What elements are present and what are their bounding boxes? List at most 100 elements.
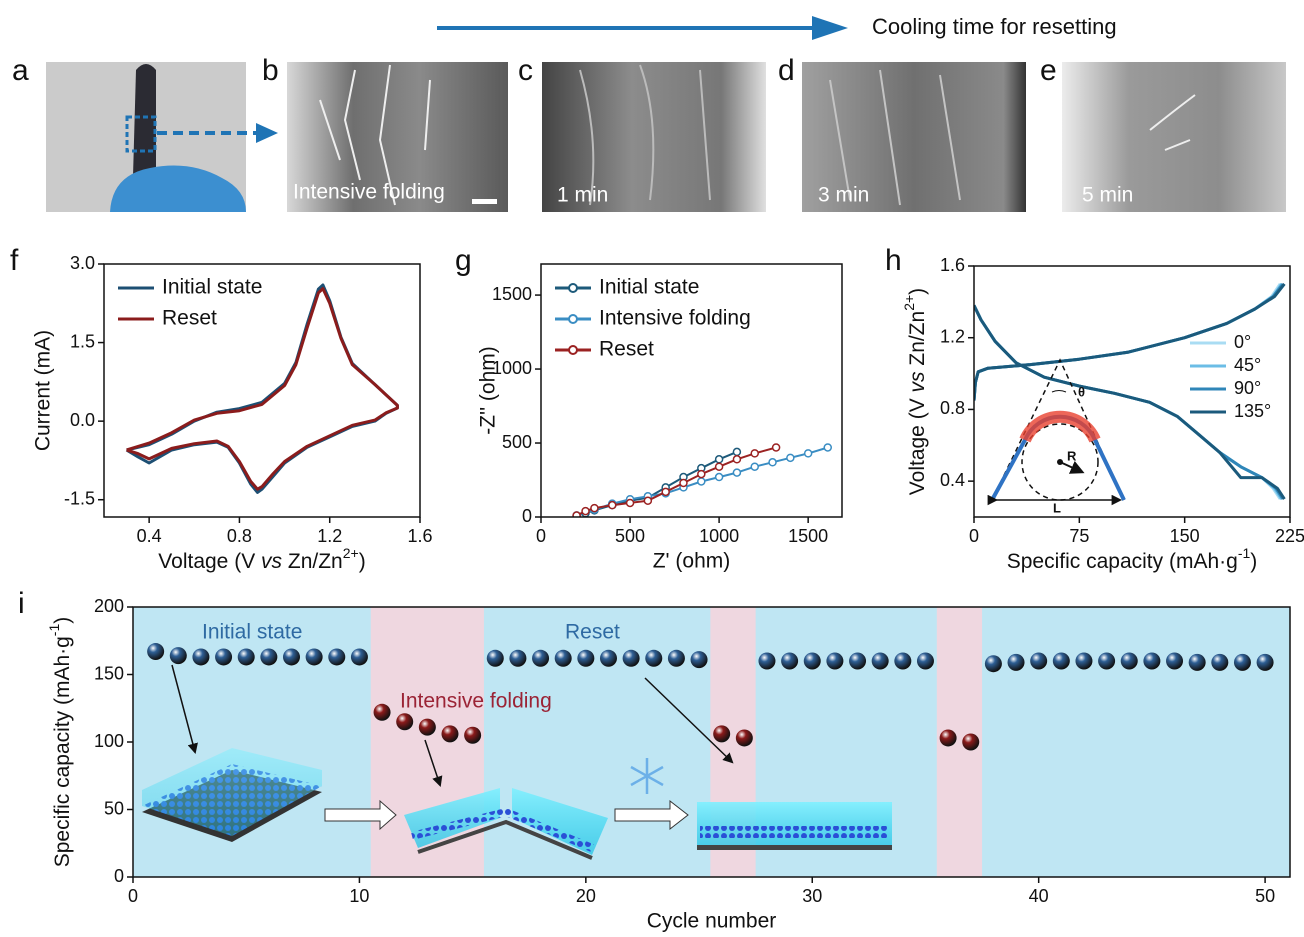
x-tick-label: 30 — [802, 886, 822, 906]
point — [826, 652, 844, 670]
point — [750, 449, 759, 458]
label-part: ) — [1250, 550, 1257, 573]
point — [572, 511, 581, 517]
angle-arc — [1051, 390, 1067, 393]
point — [916, 652, 934, 670]
label-part: ) — [906, 288, 929, 295]
gel-body — [697, 802, 892, 846]
y-tick-label: 0 — [114, 866, 124, 886]
point — [849, 652, 867, 670]
point — [1211, 653, 1229, 671]
point — [305, 648, 323, 666]
x-axis-label: Voltage (V vs Zn/Zn2+) — [158, 545, 365, 573]
photo-glove — [110, 165, 246, 212]
gel-ions — [411, 807, 594, 852]
point — [418, 718, 436, 736]
point — [1007, 653, 1025, 671]
plot-frame — [103, 263, 421, 518]
point — [441, 725, 459, 743]
point — [625, 498, 635, 508]
point — [607, 500, 617, 510]
label-part: Specific capacity (mAh·g — [51, 636, 74, 867]
label-part: Zn/Zn — [906, 311, 929, 372]
y-tick-label: 1.6 — [940, 255, 965, 275]
point — [1256, 653, 1274, 671]
point — [486, 649, 504, 667]
point — [350, 648, 368, 666]
y-tick-label: 150 — [94, 663, 124, 683]
flat-gel — [142, 748, 322, 842]
legend-label: Intensive folding — [599, 307, 751, 330]
point — [714, 472, 724, 482]
point — [871, 652, 889, 670]
plot-frame — [540, 263, 843, 518]
legend-label: Initial state — [599, 276, 699, 299]
point — [1143, 652, 1161, 670]
y-tick-label: 0.0 — [70, 410, 95, 430]
y-axis-label: Specific capacity (mAh·g-1) — [46, 617, 74, 868]
y-axis-label: Voltage (V vs Zn/Zn2+) — [901, 288, 929, 495]
arrow-label: Cooling time for resetting — [872, 14, 1117, 39]
point — [697, 469, 706, 479]
x-tick-label: 0 — [969, 526, 979, 546]
time-arrow-head — [812, 16, 848, 40]
gel-base — [417, 819, 593, 860]
x-axis-label: Cycle number — [647, 910, 777, 933]
legend-label: Reset — [162, 307, 217, 330]
point — [679, 478, 688, 488]
image-label: 5 min — [1082, 184, 1133, 207]
zoom-arrow-head — [256, 123, 278, 143]
point — [599, 649, 617, 667]
photo-box — [125, 115, 157, 153]
point — [713, 725, 731, 743]
point — [939, 729, 957, 747]
series-line — [126, 287, 399, 491]
image-label: 3 min — [818, 184, 869, 207]
gel-body — [142, 748, 322, 836]
scale-bar — [472, 199, 497, 204]
reset-gel — [697, 802, 892, 850]
point — [532, 649, 550, 667]
y-tick-label: 3.0 — [70, 253, 95, 273]
folded-gel — [404, 788, 608, 860]
point — [758, 652, 776, 670]
point — [581, 506, 590, 516]
series-group — [572, 443, 833, 517]
point — [396, 713, 414, 731]
point — [1188, 653, 1206, 671]
point — [732, 455, 742, 464]
legend-marker — [568, 314, 578, 324]
label-part: Zn/Zn — [282, 550, 343, 573]
x-tick-label: 0.4 — [137, 526, 162, 546]
point — [714, 455, 724, 464]
dashed-lines — [991, 358, 1125, 501]
label-part: Voltage (V — [158, 550, 261, 573]
plot-frame — [132, 606, 1291, 878]
point — [732, 447, 742, 457]
y-tick-label: -1.5 — [64, 488, 95, 508]
y-tick-label: 0.4 — [940, 470, 965, 490]
legend-label: 135° — [1234, 401, 1271, 421]
label-part: Specific capacity (mAh·g — [1007, 550, 1238, 573]
label-part: vs — [261, 550, 283, 573]
y-tick-label: 500 — [502, 432, 532, 452]
image-label: 1 min — [557, 184, 608, 207]
x-tick-label: 1.2 — [317, 526, 342, 546]
y-axis-label: -Z'' (ohm) — [477, 346, 500, 435]
point — [192, 648, 210, 666]
x-tick-label: 0 — [128, 886, 138, 906]
label-part: -1 — [1238, 545, 1251, 561]
point — [1098, 652, 1116, 670]
gel-ions — [700, 826, 889, 838]
y-tick-label: 1.5 — [70, 331, 95, 351]
panel-letter: a — [12, 54, 29, 87]
center — [1057, 459, 1063, 465]
series-line — [974, 282, 1286, 500]
point — [147, 643, 165, 661]
point — [697, 477, 706, 486]
x-tick-label: 50 — [1255, 886, 1275, 906]
point — [622, 649, 640, 667]
point — [1120, 652, 1138, 670]
point — [373, 703, 391, 721]
